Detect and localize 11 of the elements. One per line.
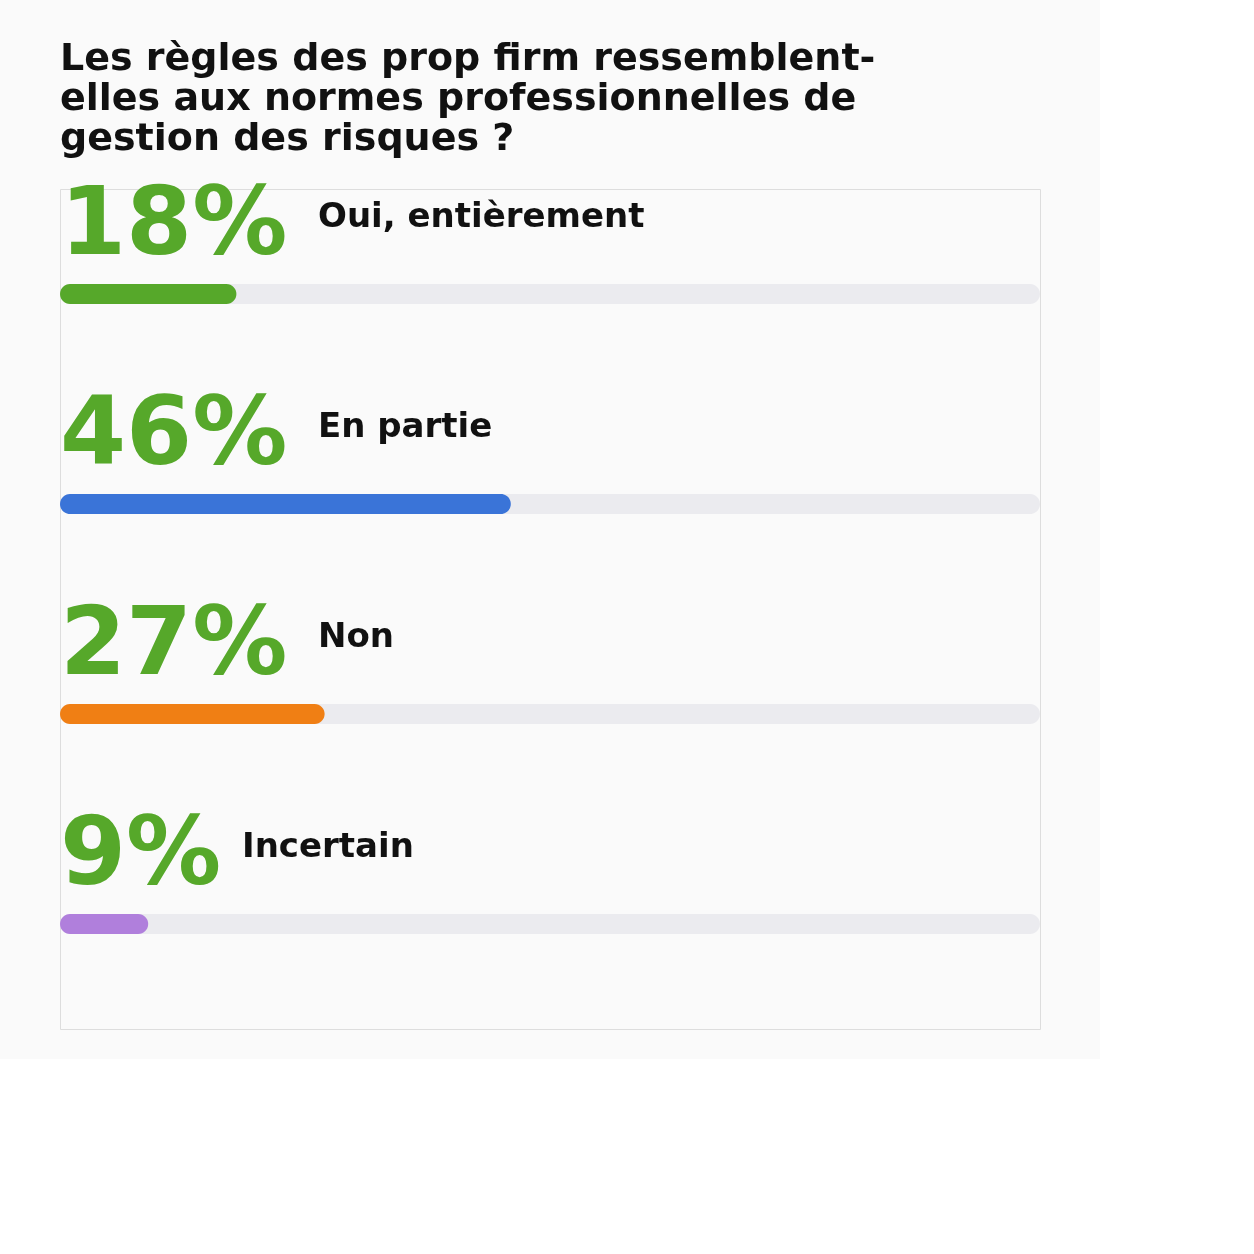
data-label: 46%: [60, 376, 288, 486]
y-tick-label: Oui, entièrement: [318, 195, 645, 235]
y-tick-label: Non: [318, 615, 395, 655]
data-label: 27%: [60, 586, 288, 696]
data-label: 9%: [60, 796, 222, 906]
y-tick-label: En partie: [318, 405, 493, 445]
bar: [60, 914, 149, 934]
chart-title: Les règles des prop firm ressemblent-elles aux normes professionnelles de gestion des risques ?: [60, 35, 876, 159]
bar: [60, 284, 237, 304]
data-label: 18%: [60, 166, 288, 276]
y-tick-label: Incertain: [242, 825, 414, 865]
